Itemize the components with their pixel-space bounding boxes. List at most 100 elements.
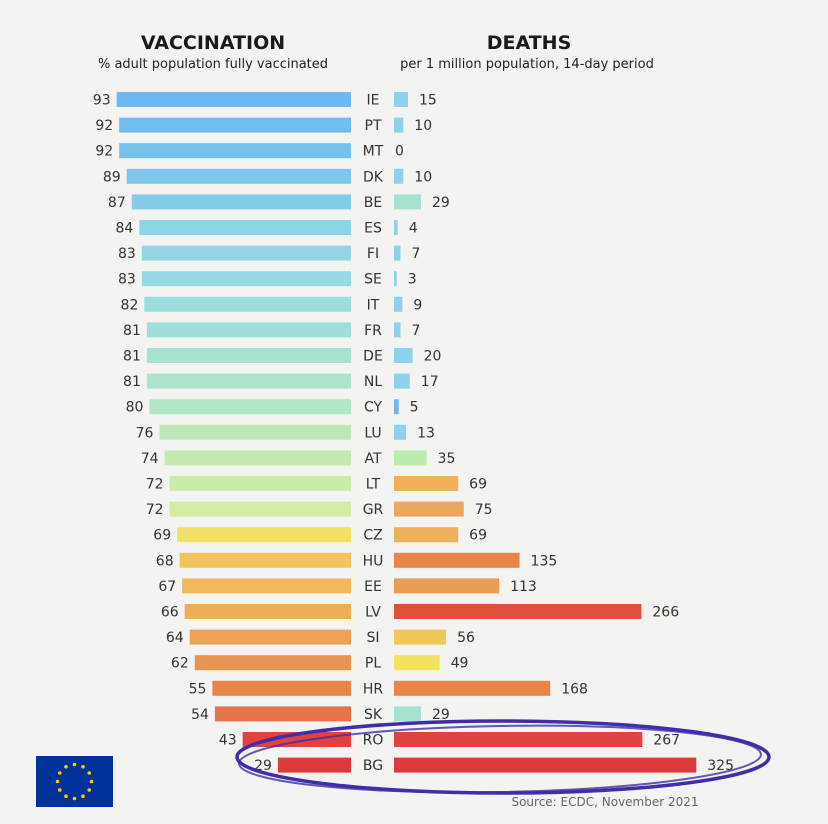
- country-code: HU: [363, 553, 384, 569]
- vaccination-bar: [159, 424, 351, 440]
- country-code: PT: [365, 118, 382, 134]
- deaths-bar: [394, 348, 413, 363]
- country-code: RO: [363, 733, 384, 749]
- vaccination-title: VACCINATION: [141, 32, 285, 54]
- deaths-value: 56: [457, 630, 475, 646]
- country-code: SK: [364, 707, 383, 723]
- deaths-bar: [394, 527, 459, 543]
- vaccination-value: 69: [153, 528, 171, 544]
- deaths-value: 135: [531, 553, 558, 569]
- vaccination-value: 74: [141, 451, 159, 467]
- deaths-bar: [394, 552, 520, 568]
- vaccination-value: 82: [121, 297, 139, 313]
- vaccination-value: 92: [95, 118, 113, 134]
- deaths-bar: [394, 194, 421, 210]
- vaccination-bar: [212, 680, 351, 696]
- deaths-value: 17: [421, 374, 439, 390]
- vaccination-bar: [144, 296, 351, 312]
- vaccination-value: 84: [115, 221, 133, 237]
- vaccination-value: 54: [191, 707, 209, 723]
- deaths-bar: [394, 399, 399, 415]
- vaccination-subtitle: % adult population fully vaccinated: [98, 57, 328, 72]
- country-code: IE: [367, 93, 380, 109]
- vaccination-bar: [184, 604, 351, 619]
- eu-star-icon: [64, 764, 68, 769]
- vaccination-bar: [141, 245, 351, 261]
- deaths-value: 5: [410, 400, 419, 416]
- vaccination-bar: [146, 322, 351, 338]
- vaccination-value: 66: [161, 605, 179, 621]
- country-code: MT: [363, 144, 384, 160]
- deaths-bar: [394, 476, 459, 491]
- deaths-bar: [394, 92, 408, 107]
- vaccination-value: 67: [158, 579, 176, 595]
- country-code: FR: [364, 323, 382, 339]
- eu-star-icon: [81, 764, 85, 769]
- country-code: SI: [366, 630, 379, 646]
- country-code: CZ: [363, 528, 382, 544]
- country-code: DK: [363, 169, 384, 185]
- country-code: DE: [363, 349, 383, 365]
- eu-star-icon: [87, 771, 92, 775]
- vaccination-bar: [149, 399, 351, 415]
- deaths-bar: [394, 296, 403, 312]
- eu-star-icon: [55, 779, 60, 784]
- deaths-value: 29: [432, 195, 450, 211]
- vaccination-value: 62: [171, 656, 189, 672]
- deaths-bar: [394, 220, 398, 235]
- deaths-value: 7: [412, 323, 421, 339]
- vaccination-bar: [277, 757, 351, 773]
- eu-flag-stars: [55, 762, 94, 801]
- country-code: FI: [367, 246, 379, 262]
- deaths-bar: [394, 629, 447, 645]
- highlight-ring: [235, 719, 771, 795]
- deaths-value: 4: [409, 221, 418, 237]
- deaths-bar: [394, 501, 464, 517]
- deaths-value: 69: [469, 528, 487, 544]
- country-code: LU: [364, 425, 381, 441]
- vaccination-value: 93: [93, 93, 111, 109]
- vaccination-bar: [242, 732, 351, 747]
- deaths-bar: [394, 578, 500, 594]
- vaccination-value: 64: [166, 630, 184, 646]
- eu-star-icon: [89, 779, 94, 784]
- vaccination-value: 43: [219, 733, 237, 749]
- vaccination-bar: [146, 373, 351, 389]
- country-code: CY: [364, 400, 383, 416]
- vaccination-value: 92: [95, 144, 113, 160]
- eu-star-icon: [81, 794, 85, 799]
- deaths-value: 13: [417, 425, 435, 441]
- vaccination-value: 83: [118, 272, 136, 288]
- country-code: PL: [365, 656, 381, 672]
- vaccination-value: 72: [146, 477, 164, 493]
- deaths-value: 266: [652, 605, 679, 621]
- deaths-bar: [394, 322, 401, 338]
- vaccination-value: 83: [118, 246, 136, 262]
- deaths-value: 3: [408, 272, 417, 288]
- deaths-value: 325: [707, 758, 734, 774]
- country-code: ES: [364, 221, 382, 237]
- deaths-value: 7: [412, 246, 421, 262]
- vaccination-bar: [169, 501, 351, 517]
- deaths-subtitle: per 1 million population, 14-day period: [400, 57, 654, 72]
- vaccination-bar: [194, 655, 351, 671]
- country-code: AT: [364, 451, 381, 467]
- country-code: GR: [363, 502, 384, 518]
- vaccination-value: 81: [123, 349, 141, 365]
- highlight-ring-stroke: [238, 724, 762, 794]
- deaths-value: 10: [414, 118, 432, 134]
- vaccination-bar: [164, 450, 351, 466]
- vaccination-bar: [177, 527, 351, 543]
- deaths-value: 20: [424, 349, 442, 365]
- deaths-value: 49: [451, 656, 469, 672]
- vaccination-bar: [189, 629, 351, 645]
- country-code: HR: [363, 681, 384, 697]
- country-code: BG: [363, 758, 383, 774]
- deaths-value: 35: [438, 451, 456, 467]
- country-code: EE: [364, 579, 382, 595]
- eu-star-icon: [72, 796, 77, 801]
- eu-flag-logo: [36, 756, 113, 807]
- vaccination-value: 89: [103, 169, 121, 185]
- deaths-bar: [394, 604, 642, 619]
